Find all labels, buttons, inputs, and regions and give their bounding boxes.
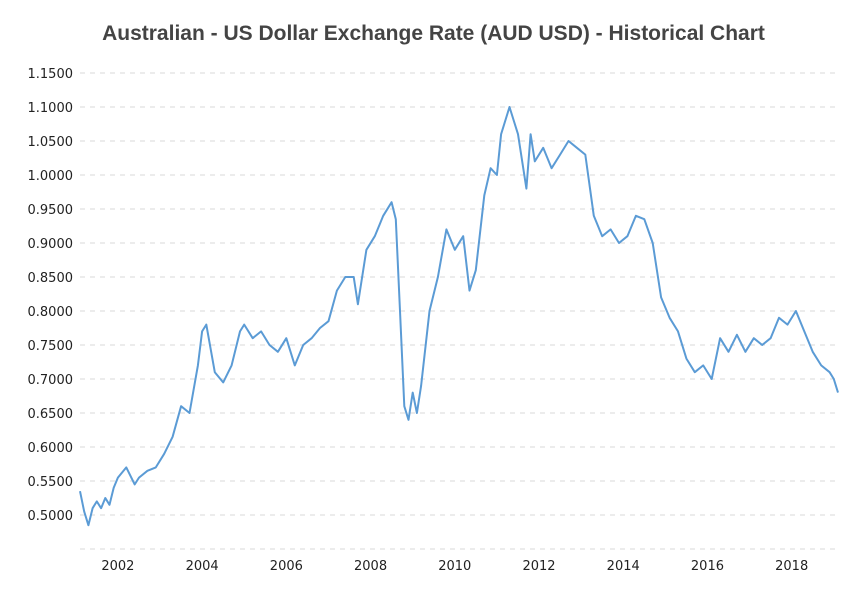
y-tick-label: 0.5500 (28, 475, 74, 490)
y-tick-label: 0.6000 (28, 441, 74, 456)
x-tick-label: 2008 (354, 559, 387, 574)
x-tick-label: 2016 (691, 559, 724, 574)
y-tick-label: 0.9000 (28, 237, 74, 252)
y-tick-label: 0.8500 (28, 271, 74, 286)
x-tick-label: 2018 (775, 559, 808, 574)
x-tick-label: 2002 (101, 559, 134, 574)
series-line (79, 106, 839, 527)
x-tick-label: 2004 (186, 559, 219, 574)
y-tick-label: 0.6500 (28, 407, 74, 422)
x-tick-label: 2012 (522, 559, 555, 574)
y-tick-label: 1.0500 (28, 135, 74, 150)
y-tick-label: 1.1000 (28, 101, 74, 116)
y-tick-label: 1.0000 (28, 169, 74, 184)
x-tick-label: 2006 (270, 559, 303, 574)
y-tick-label: 0.7000 (28, 373, 74, 388)
y-tick-label: 0.8000 (28, 305, 74, 320)
y-tick-label: 0.7500 (28, 339, 74, 354)
chart-title: Australian - US Dollar Exchange Rate (AU… (102, 22, 765, 45)
y-tick-label: 1.1500 (28, 67, 74, 82)
y-tick-label: 0.9500 (28, 203, 74, 218)
y-tick-label: 0.5000 (28, 509, 74, 524)
x-tick-label: 2014 (607, 559, 640, 574)
x-tick-label: 2010 (438, 559, 471, 574)
